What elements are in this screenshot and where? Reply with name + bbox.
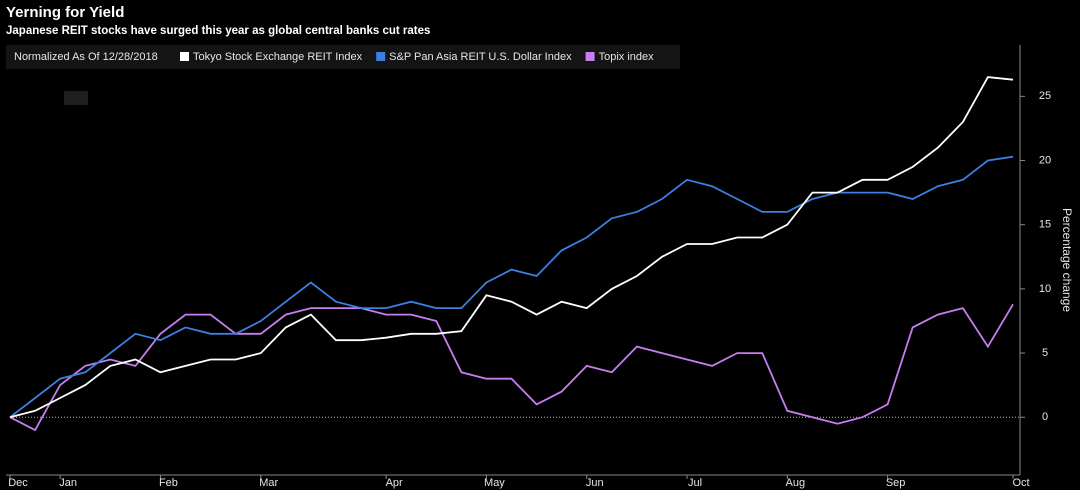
x-tick-label: May: [484, 477, 505, 489]
x-tick-label: Jan: [59, 477, 77, 489]
x-tick-label: Feb: [159, 477, 178, 489]
line-series: [9, 76, 1014, 419]
x-tick-label: Jun: [586, 477, 604, 489]
y-tick-label: 15: [1039, 219, 1051, 231]
y-tick-label: 0: [1042, 411, 1048, 423]
x-tick-label: Apr: [386, 477, 403, 489]
chart-icon[interactable]: [64, 91, 88, 105]
line-series: [9, 303, 1014, 432]
legend-note: Normalized As Of 12/28/2018: [14, 51, 158, 63]
legend-label: Tokyo Stock Exchange REIT Index: [193, 51, 363, 63]
y-tick-label: 25: [1039, 90, 1051, 102]
y-tick-label: 5: [1042, 347, 1048, 359]
line-series: [9, 155, 1014, 418]
y-tick-label: 20: [1039, 154, 1051, 166]
legend-swatch: [376, 52, 386, 61]
y-tick-label: 10: [1039, 283, 1051, 295]
legend-box: [6, 45, 680, 69]
x-tick-label: Jul: [688, 477, 702, 489]
x-tick-label: Mar: [259, 477, 278, 489]
x-tick-label: Dec: [8, 477, 28, 489]
legend-label: Topix index: [599, 51, 655, 63]
legend-swatch: [585, 52, 595, 61]
x-tick-label: Sep: [886, 477, 906, 489]
y-axis-label: Percentage change: [1060, 208, 1074, 312]
legend-label: S&P Pan Asia REIT U.S. Dollar Index: [389, 51, 572, 63]
chart-title: Yerning for Yield: [6, 4, 124, 21]
chart-subtitle: Japanese REIT stocks have surged this ye…: [6, 25, 430, 37]
legend-swatch: [180, 52, 189, 61]
x-tick-label: Oct: [1012, 477, 1029, 489]
x-tick-label: Aug: [786, 477, 806, 489]
